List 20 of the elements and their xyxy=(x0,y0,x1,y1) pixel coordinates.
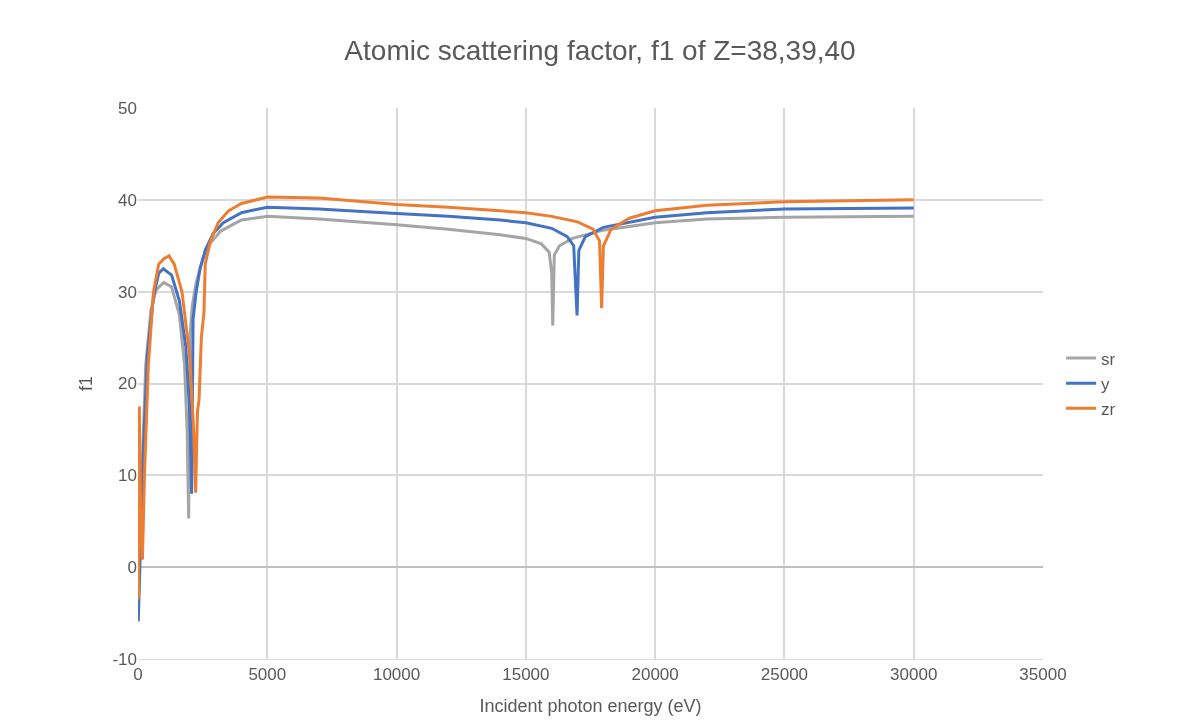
y-tick-label: 40 xyxy=(118,190,137,210)
x-tick-label: 5000 xyxy=(248,665,287,685)
y-tick-label: 30 xyxy=(118,282,137,302)
y-tick-label: 20 xyxy=(118,374,137,394)
legend-label: y xyxy=(1101,374,1111,394)
x-tick-label: 35000 xyxy=(1019,665,1067,685)
chart-title: Atomic scattering factor, f1 of Z=38,39,40 xyxy=(344,35,856,67)
x-tick-label: 15000 xyxy=(502,665,550,685)
y-tick-label: 0 xyxy=(127,558,137,578)
x-tick-label: 20000 xyxy=(631,665,679,685)
x-axis-title: Incident photon energy (eV) xyxy=(479,695,702,716)
x-tick-label: 25000 xyxy=(760,665,809,685)
y-axis-title: f1 xyxy=(75,375,96,392)
y-tick-label: 10 xyxy=(118,466,137,486)
legend-label: zr xyxy=(1101,399,1116,419)
y-tick-label: 50 xyxy=(118,98,137,118)
x-tick-label: 30000 xyxy=(890,665,938,685)
legend-label: sr xyxy=(1101,349,1116,369)
y-tick-label: -10 xyxy=(112,649,137,669)
x-tick-label: 10000 xyxy=(372,665,421,685)
